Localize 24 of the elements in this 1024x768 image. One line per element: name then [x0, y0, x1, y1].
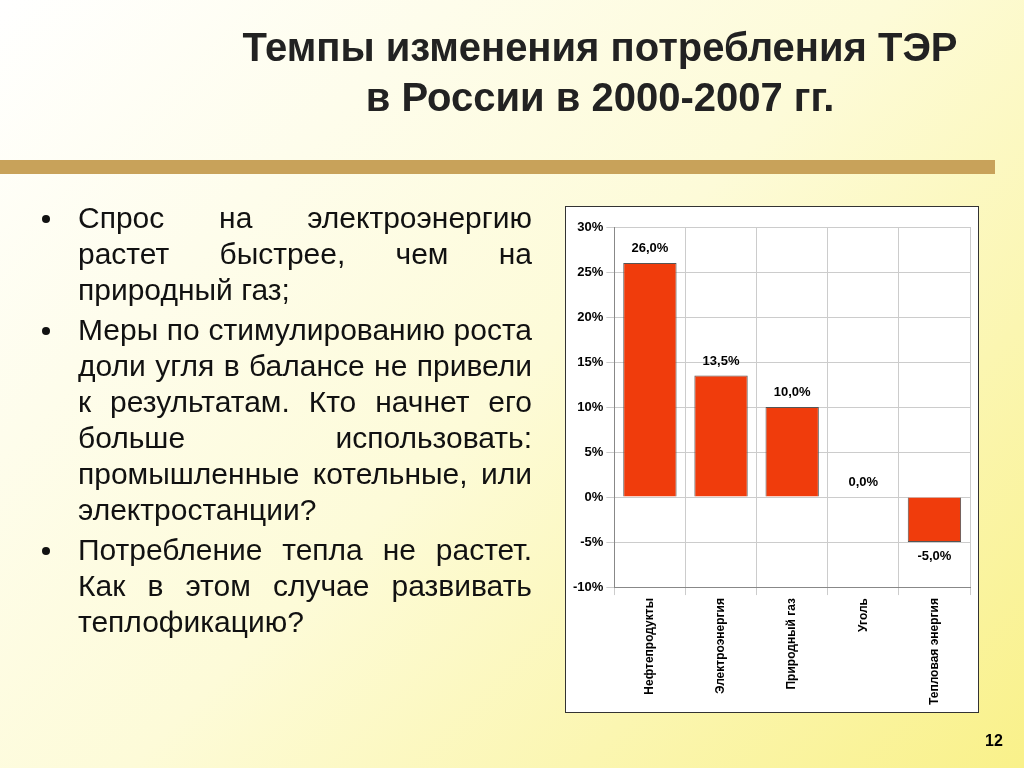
text: Меры по стимулированию роста доли угля в балансе не привели к результатам. Кто начнет его больше использовать: промышленные котельные, или электростанции?: [77, 312, 532, 528]
x-tick-label: Нефтепродукты: [642, 598, 657, 695]
x-tick-label: Природный газ: [784, 598, 799, 690]
data-label: 0,0%: [848, 474, 879, 490]
text: 12: [985, 732, 1003, 750]
y-tick-label: 25%: [577, 263, 604, 279]
y-tick-label: 30%: [577, 218, 604, 234]
data-label: -5,0%: [917, 548, 952, 564]
data-label: 10,0%: [773, 384, 812, 400]
y-tick-label: 0%: [584, 488, 604, 504]
y-tick-label: -5%: [580, 533, 604, 549]
y-tick-label: 20%: [577, 308, 604, 324]
x-tick-label: Уголь: [855, 598, 870, 632]
x-tick-label: Электроэнергия: [713, 598, 728, 695]
data-label: 26,0%: [631, 240, 669, 256]
x-tick-label: Тепловая энергия: [926, 598, 941, 705]
y-tick-label: -10%: [572, 578, 604, 594]
y-tick-label: 5%: [584, 443, 604, 459]
text: Потребление тепла не растет. Как в этом случае развивать теплофикацию?: [77, 532, 532, 640]
y-tick-label: 15%: [577, 353, 604, 369]
y-tick-label: 10%: [577, 398, 604, 414]
text: Спрос на электроэнергию растет быстрее, чем на природный газ;: [77, 200, 532, 308]
data-label: 13,5%: [702, 352, 740, 368]
chart-title: Темпы изменения потребления ТЭР в России в 2000-2007 гг.: [241, 24, 959, 121]
